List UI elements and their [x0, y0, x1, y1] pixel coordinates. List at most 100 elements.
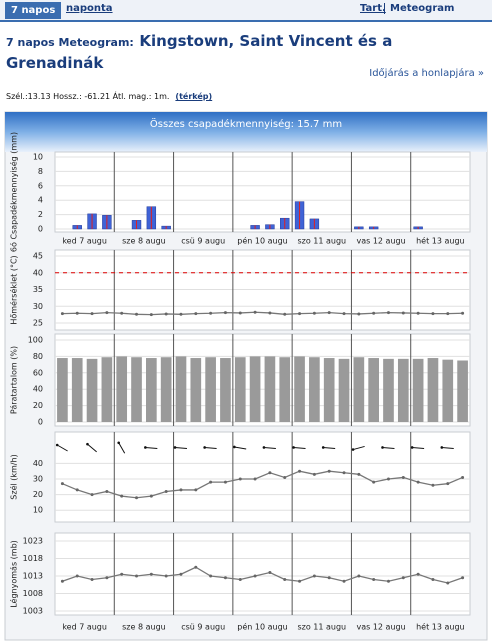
point — [135, 574, 139, 578]
point — [446, 482, 450, 486]
wind-arrow — [352, 445, 365, 451]
point — [105, 576, 109, 580]
point — [372, 311, 376, 315]
bar — [160, 357, 172, 422]
bar — [279, 357, 291, 422]
line — [62, 566, 463, 584]
day-label: pén 10 augu — [237, 622, 287, 632]
bar — [442, 359, 454, 422]
y-tick-label: 30 — [33, 475, 43, 484]
point — [164, 312, 168, 316]
point — [253, 574, 257, 578]
point — [194, 488, 198, 492]
point — [327, 576, 331, 580]
point — [327, 311, 331, 315]
point — [105, 489, 109, 493]
point — [342, 579, 346, 583]
link[interactable]: Tart. — [360, 3, 386, 14]
y-tick-label: 0 — [38, 418, 43, 427]
point — [90, 493, 94, 497]
bar — [294, 356, 305, 422]
wind-arrow-head — [117, 441, 120, 445]
title: 7 napos Meteogram: Kingstown, Saint Vinc… — [6, 31, 406, 73]
point — [164, 489, 168, 493]
wind-arrow-head — [321, 446, 325, 449]
y-tick-label: 10 — [33, 153, 43, 162]
bar — [309, 357, 320, 422]
bar — [457, 360, 468, 422]
point — [90, 312, 94, 316]
point — [386, 579, 390, 583]
bar — [368, 358, 379, 422]
bar — [57, 358, 68, 422]
point — [327, 469, 331, 473]
point — [416, 311, 420, 315]
bar — [323, 358, 335, 422]
y-tick-label: 35 — [33, 285, 43, 294]
y-tick-label: 2 — [38, 210, 43, 219]
link[interactable]: Időjárás a honlapjára » — [369, 68, 484, 79]
bar — [338, 358, 350, 422]
bar — [220, 358, 231, 422]
point — [357, 472, 361, 476]
y-tick-label: 40 — [33, 385, 43, 394]
point — [312, 311, 316, 315]
day-label: hét 13 augu — [416, 622, 465, 632]
point — [149, 313, 153, 317]
y-tick-label: 80 — [33, 352, 43, 361]
wind-arrow-head — [144, 446, 147, 449]
bar — [353, 357, 365, 422]
day-label: csü 9 augu — [181, 623, 225, 632]
point — [75, 488, 79, 492]
y-tick-label: 1023 — [23, 537, 43, 546]
point — [298, 469, 302, 473]
tab[interactable]: 7 napos — [5, 2, 62, 19]
wind-arrow — [145, 446, 158, 450]
point — [179, 312, 183, 316]
point — [386, 477, 390, 481]
point — [179, 572, 183, 576]
wind-arrow-head — [262, 446, 266, 449]
line — [62, 311, 463, 316]
wind-arrow — [323, 446, 336, 450]
y-axis-label: Légnyomás (mb) — [9, 540, 19, 608]
link[interactable]: Meteogram — [384, 3, 454, 14]
point — [357, 312, 361, 316]
wind-arrow — [234, 446, 247, 450]
day-label: szo 11 augu — [297, 623, 346, 632]
point — [194, 312, 198, 316]
point — [283, 578, 287, 581]
wind-arrow — [293, 446, 306, 450]
wind-arrow-head — [381, 446, 384, 449]
point — [223, 480, 227, 484]
point — [312, 472, 316, 476]
point — [268, 471, 272, 475]
coords: Szél.:13.13 Hossz.: -61.21 Átl. mag.: 1m… — [6, 92, 212, 101]
title-prefix: 7 napos Meteogram: — [6, 36, 134, 49]
point — [283, 475, 287, 479]
map-link[interactable]: (térkép) — [175, 92, 213, 101]
coords-text: Szél.:13.13 Hossz.: -61.21 Átl. mag.: 1m… — [6, 92, 170, 101]
wind-arrow — [56, 444, 68, 452]
wind-arrow — [174, 446, 188, 450]
bar — [205, 357, 216, 422]
plot-area — [54, 151, 471, 233]
point — [446, 312, 450, 316]
point — [446, 581, 450, 585]
point — [120, 311, 124, 315]
tab[interactable]: naponta — [66, 3, 113, 14]
point — [401, 311, 405, 315]
point — [253, 477, 257, 481]
point — [372, 480, 376, 484]
point — [342, 312, 346, 316]
bar — [101, 357, 113, 422]
y-axis-label: Hőmérséklet (°C) — [9, 255, 19, 324]
bar — [190, 358, 202, 422]
day-label: hét 13 augu — [416, 236, 465, 246]
point — [298, 312, 302, 316]
point — [75, 311, 79, 315]
wind-arrow-head — [173, 446, 177, 449]
tab-bar: 7 napos naponta Tart. Meteogram — [0, 0, 492, 22]
y-tick-label: 45 — [33, 252, 43, 261]
